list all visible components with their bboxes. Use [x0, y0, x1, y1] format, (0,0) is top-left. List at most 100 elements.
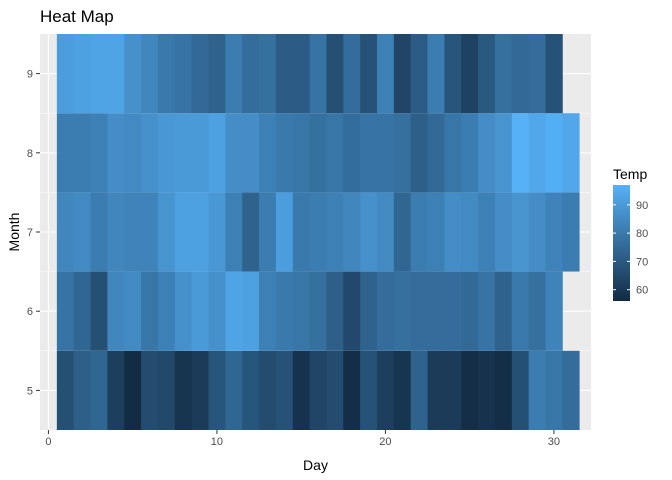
legend-title: Temp — [613, 166, 647, 182]
y-tick-label: 6 — [27, 306, 33, 318]
heatmap-tile — [326, 34, 344, 114]
heatmap-tile — [528, 113, 546, 193]
heatmap-tile — [444, 192, 462, 272]
heatmap-tile — [562, 350, 580, 430]
heatmap-tile — [377, 271, 395, 351]
heatmap-tile — [275, 271, 294, 351]
heatmap-tile — [208, 113, 226, 193]
heatmap-tile — [545, 34, 563, 114]
heatmap-tile — [309, 350, 327, 430]
heatmap-tile — [242, 113, 260, 193]
heatmap-tile — [427, 34, 445, 114]
heatmap-tile — [73, 271, 91, 351]
x-tick-label: 20 — [379, 436, 391, 448]
heatmap-tile — [494, 350, 513, 430]
heatmap-tile — [259, 113, 277, 193]
heatmap-tile — [275, 34, 294, 114]
heatmap-tile — [478, 113, 496, 193]
heatmap-tile — [107, 350, 125, 430]
heatmap-tile — [478, 192, 496, 272]
heatmap-tile — [275, 113, 294, 193]
heatmap-tiles — [56, 34, 580, 430]
heatmap-tile — [124, 34, 142, 114]
heatmap-tile — [157, 192, 176, 272]
heatmap-tile — [73, 113, 91, 193]
heatmap-tile — [343, 271, 361, 351]
heatmap-tile — [545, 271, 563, 351]
y-tick-label: 5 — [27, 385, 33, 397]
heatmap-tile — [511, 350, 530, 430]
heatmap-tile — [377, 192, 395, 272]
heatmap-tile — [326, 350, 344, 430]
x-tick-label: 10 — [211, 436, 223, 448]
heatmap-tile — [259, 192, 277, 272]
legend-colorbar — [613, 185, 630, 301]
legend-ticks: 60 70 80 90 — [613, 200, 648, 297]
heatmap-tile — [56, 113, 75, 193]
heatmap-tile — [410, 350, 428, 430]
heatmap-tile — [292, 271, 310, 351]
heatmap-tile — [174, 271, 193, 351]
heatmap-tile — [494, 113, 513, 193]
heatmap-tile — [326, 192, 344, 272]
heatmap-tile — [410, 271, 428, 351]
y-axis-title: Month — [6, 213, 22, 252]
heatmap-tile — [393, 113, 412, 193]
heatmap-tile — [141, 271, 159, 351]
heatmap-tile — [393, 350, 412, 430]
heatmap-tile — [478, 271, 496, 351]
y-tick-label: 9 — [27, 69, 33, 81]
heatmap-tile — [444, 350, 462, 430]
heatmap-tile — [56, 350, 75, 430]
heatmap-tile — [309, 34, 327, 114]
heatmap-tile — [124, 350, 142, 430]
heatmap-tile — [225, 192, 243, 272]
heatmap-tile — [309, 113, 327, 193]
heatmap-tile — [208, 271, 226, 351]
heatmap-tile — [90, 113, 108, 193]
heatmap-tile — [360, 271, 378, 351]
heatmap-tile — [427, 350, 445, 430]
heatmap-tile — [90, 34, 108, 114]
heatmap-tile — [191, 113, 209, 193]
heatmap-tile — [377, 113, 395, 193]
heatmap-tile — [343, 350, 361, 430]
heatmap-tile — [326, 113, 344, 193]
heatmap-tile — [208, 192, 226, 272]
heatmap-tile — [511, 113, 530, 193]
heatmap-tile — [174, 350, 193, 430]
legend-tick-label: 80 — [636, 228, 648, 240]
heatmap-tile — [461, 350, 479, 430]
heatmap-tile — [208, 34, 226, 114]
heatmap-tile — [73, 192, 91, 272]
heatmap-tile — [545, 350, 563, 430]
heatmap-tile — [377, 350, 395, 430]
heatmap-tile — [56, 271, 75, 351]
heatmap-tile — [191, 34, 209, 114]
heatmap-tile — [107, 192, 125, 272]
heatmap-tile — [90, 192, 108, 272]
heatmap-tile — [141, 113, 159, 193]
x-axis-title: Day — [303, 457, 328, 473]
heatmap-tile — [494, 192, 513, 272]
heatmap-tile — [225, 271, 243, 351]
chart-title: Heat Map — [40, 7, 114, 26]
heatmap-tile — [107, 113, 125, 193]
heatmap-tile — [410, 192, 428, 272]
heatmap-tile — [562, 113, 580, 193]
heatmap-tile — [478, 34, 496, 114]
heatmap-tile — [444, 113, 462, 193]
x-tick-label: 0 — [45, 436, 51, 448]
heatmap-tile — [444, 34, 462, 114]
heatmap-tile — [141, 192, 159, 272]
heatmap-tile — [157, 350, 176, 430]
heatmap-tile — [191, 350, 209, 430]
heatmap-tile — [90, 271, 108, 351]
heatmap-tile — [225, 34, 243, 114]
legend-tick-label: 60 — [636, 285, 648, 297]
heatmap-tile — [444, 271, 462, 351]
heatmap-tile — [292, 350, 310, 430]
heatmap-tile — [157, 271, 176, 351]
x-tick-label: 30 — [548, 436, 560, 448]
